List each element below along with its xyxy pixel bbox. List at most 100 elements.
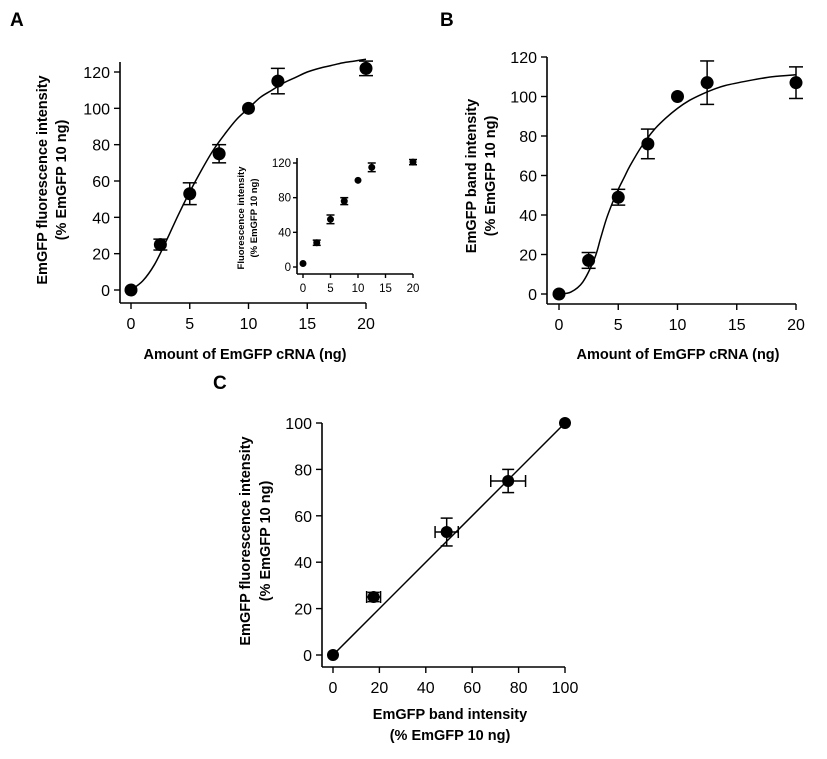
panel-b-y-axis-title: EmGFP band intensity (% EmGFP 10 ng) bbox=[464, 99, 499, 253]
inset-x-tick-label: 5 bbox=[327, 283, 333, 295]
panel-a-data-point bbox=[153, 238, 167, 252]
panel-a-data-point bbox=[242, 101, 255, 115]
panel-a-data-point bbox=[271, 74, 285, 88]
inset-x-tick-label: 20 bbox=[407, 283, 420, 295]
panel-c-x-tick-label: 20 bbox=[371, 680, 389, 697]
inset-plot: 0 40 80 120 0 5 10 15 20 bbox=[272, 158, 420, 295]
panel-a-y-tick-label: 20 bbox=[92, 247, 110, 264]
panel-b-x-tick-label: 5 bbox=[614, 317, 623, 334]
inset-data-point bbox=[368, 163, 376, 171]
panel-b-x-tick-label: 20 bbox=[787, 317, 805, 334]
panel-c-y-tick-label: 40 bbox=[294, 555, 312, 572]
panel-a-y-tick-label: 120 bbox=[83, 65, 110, 82]
inset-data-point bbox=[313, 239, 321, 247]
panel-b-y-tick-label: 0 bbox=[528, 287, 537, 304]
panel-b-data-point bbox=[641, 137, 655, 151]
panel-b-data-point bbox=[582, 253, 596, 267]
panel-b-data-point bbox=[552, 287, 566, 301]
panel-b-data-point bbox=[611, 190, 625, 204]
panel-a-y-axis-title: EmGFP fluorescence intensity (% EmGFP 10… bbox=[35, 75, 70, 284]
panel-a-y-tick-label: 80 bbox=[92, 138, 110, 155]
panel-b-y-tick-label: 120 bbox=[510, 50, 537, 67]
panel-c-x-axis-title-line1: EmGFP band intensity bbox=[373, 707, 527, 723]
panel-a-data-point bbox=[183, 187, 197, 201]
panel-a-x-tick-label: 5 bbox=[185, 316, 194, 333]
panel-b-y-tick-label: 20 bbox=[519, 248, 537, 265]
panel-a-y-tick-label: 60 bbox=[92, 174, 110, 191]
panel-a-y-tick-label: 100 bbox=[83, 101, 110, 118]
panel-c-data-point bbox=[559, 417, 571, 429]
panel-c: C EmGFP fluorescence intensity (% EmGFP … bbox=[213, 373, 578, 744]
panel-c-y-tick-label: 60 bbox=[294, 509, 312, 526]
panel-c-plot: 0 20 40 60 80 100 0 20 40 60 80 100 bbox=[285, 416, 578, 697]
panel-c-data-point bbox=[440, 526, 453, 539]
panel-b-data-point bbox=[789, 76, 803, 90]
panel-b-y-tick-label: 40 bbox=[519, 208, 537, 225]
panel-a: A EmGFP fluorescence intensity (% EmGFP … bbox=[10, 10, 375, 363]
panel-c-y-axis-title-line1: EmGFP fluorescence intensity bbox=[238, 436, 254, 645]
panel-c-y-axis-title: EmGFP fluorescence intensity (% EmGFP 10… bbox=[238, 436, 274, 645]
panel-c-fit-line bbox=[332, 422, 566, 656]
panel-c-data-point bbox=[327, 649, 339, 661]
panel-a-y-tick-label: 0 bbox=[101, 283, 110, 300]
inset-y-tick-label: 40 bbox=[278, 227, 291, 239]
panel-b-plot: 0 20 40 60 80 100 120 0 5 10 15 20 bbox=[510, 50, 805, 334]
inset-y-tick-label: 0 bbox=[285, 262, 291, 274]
inset-data-point bbox=[354, 176, 362, 184]
panel-a-x-tick-label: 20 bbox=[357, 316, 375, 333]
panel-b-y-tick-label: 80 bbox=[519, 129, 537, 146]
panel-c-letter: C bbox=[213, 373, 227, 394]
panel-c-x-tick-label: 40 bbox=[417, 680, 435, 697]
panel-c-y-tick-label: 80 bbox=[294, 462, 312, 479]
panel-c-data-point bbox=[502, 475, 515, 487]
panel-b-letter: B bbox=[440, 10, 454, 31]
inset-x-tick-label: 0 bbox=[300, 283, 306, 295]
panel-a-x-axis-title: Amount of EmGFP cRNA (ng) bbox=[144, 347, 347, 363]
inset-data-point bbox=[409, 158, 417, 166]
panel-a-letter: A bbox=[10, 10, 24, 31]
inset-x-tick-label: 10 bbox=[352, 283, 365, 295]
panel-c-y-tick-label: 0 bbox=[303, 648, 312, 665]
panel-c-x-tick-label: 100 bbox=[552, 680, 579, 697]
inset-data-point bbox=[299, 260, 307, 268]
inset-y-tick-label: 120 bbox=[272, 158, 291, 170]
panel-a-x-tick-label: 0 bbox=[127, 316, 136, 333]
inset-data-point bbox=[340, 197, 348, 205]
panel-b: B EmGFP band intensity (% EmGFP 10 ng) A… bbox=[440, 10, 805, 363]
panel-b-y-tick-label: 100 bbox=[510, 90, 537, 107]
panel-b-x-axis-title: Amount of EmGFP cRNA (ng) bbox=[577, 347, 780, 363]
inset-y-axis-title-line2: (% EmGFP 10 ng) bbox=[249, 178, 260, 257]
panel-b-data-point bbox=[700, 76, 714, 90]
panel-b-data-point bbox=[671, 90, 684, 103]
panel-c-x-axis-title-line2: (% EmGFP 10 ng) bbox=[390, 728, 511, 744]
panel-b-y-tick-label: 60 bbox=[519, 169, 537, 186]
panel-a-y-tick-label: 40 bbox=[92, 210, 110, 227]
panel-c-data-point bbox=[367, 591, 380, 603]
panel-b-x-tick-label: 0 bbox=[555, 317, 564, 334]
panel-a-x-tick-label: 15 bbox=[298, 316, 316, 333]
panel-c-y-tick-label: 100 bbox=[285, 416, 312, 433]
panel-c-x-tick-label: 60 bbox=[463, 680, 481, 697]
panel-b-y-axis-title-line2: (% EmGFP 10 ng) bbox=[483, 116, 499, 237]
panel-c-y-tick-label: 20 bbox=[294, 602, 312, 619]
panel-b-x-tick-label: 15 bbox=[728, 317, 746, 334]
panel-a-data-point bbox=[359, 61, 373, 75]
panel-c-x-tick-label: 80 bbox=[510, 680, 528, 697]
panel-c-y-axis-title-line2: (% EmGFP 10 ng) bbox=[258, 481, 274, 602]
panel-b-y-axis-title-line1: EmGFP band intensity bbox=[464, 99, 480, 253]
panel-a-x-tick-label: 10 bbox=[240, 316, 258, 333]
panel-a-data-point bbox=[212, 147, 226, 161]
panel-a-inset: Fluorescence intensity (% EmGFP 10 ng) 0… bbox=[236, 158, 419, 295]
panel-a-y-axis-title-line2: (% EmGFP 10 ng) bbox=[54, 120, 70, 241]
panel-a-data-point bbox=[124, 283, 138, 297]
panel-b-x-tick-label: 10 bbox=[669, 317, 687, 334]
inset-y-axis-title: Fluorescence intensity (% EmGFP 10 ng) bbox=[236, 166, 260, 270]
panel-c-x-tick-label: 0 bbox=[329, 680, 338, 697]
inset-data-point bbox=[327, 215, 334, 223]
inset-y-axis-title-line1: Fluorescence intensity bbox=[236, 166, 247, 270]
panel-a-y-axis-title-line1: EmGFP fluorescence intensity bbox=[35, 75, 51, 284]
inset-x-tick-label: 15 bbox=[379, 283, 392, 295]
inset-y-tick-label: 80 bbox=[278, 193, 291, 205]
